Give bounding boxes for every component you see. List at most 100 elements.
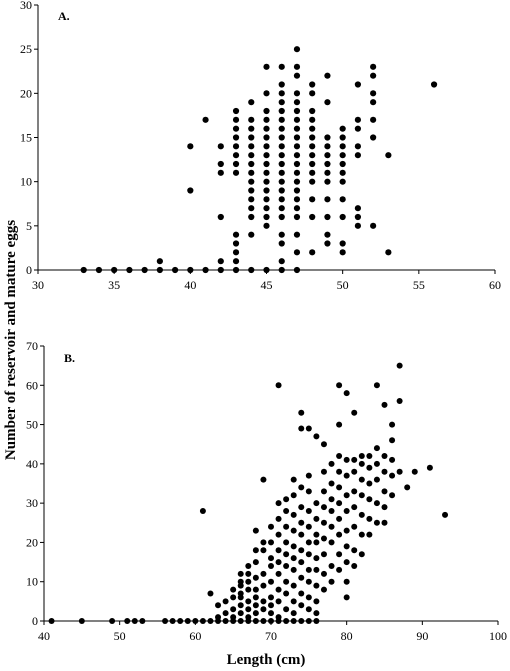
panel-a-x-tick-label: 35	[108, 278, 120, 292]
panel-b-data-point	[290, 527, 297, 534]
panel-b-data-point	[343, 492, 350, 499]
panel-b-data-point	[313, 531, 320, 538]
panel-b-data-point	[298, 574, 305, 581]
panel-a-data-point	[354, 143, 361, 150]
panel-a-data-point	[309, 213, 316, 221]
panel-b-data-point	[260, 570, 267, 577]
panel-a-data-point	[248, 143, 255, 150]
panel-a-data-point	[309, 160, 316, 168]
panel-b-data-point	[313, 539, 320, 546]
panel-a-data-point	[354, 152, 361, 159]
panel-b-data-point	[351, 409, 358, 416]
panel-b-data-point	[298, 531, 305, 538]
panel-b-data-point	[305, 425, 312, 432]
panel-b-data-point	[237, 610, 244, 617]
panel-b-data-point	[343, 578, 350, 585]
panel-b-data-point	[328, 460, 335, 467]
panel-b-data-point	[260, 618, 267, 624]
panel-b-data-point	[358, 511, 365, 518]
panel-b-data-point	[275, 500, 282, 507]
panel-a-data-point	[263, 134, 270, 141]
panel-b-data-point	[313, 515, 320, 522]
panel-b-data-point	[328, 480, 335, 487]
panel-b-data-point	[290, 543, 297, 550]
panel-a-data-point	[339, 240, 346, 247]
panel-a-data-point	[293, 213, 301, 221]
panel-b-data-point	[351, 523, 358, 530]
panel-a-data-point	[309, 107, 316, 115]
panel-b-data-point	[230, 594, 237, 601]
panel-a-data-point	[248, 125, 255, 132]
panel-a-data-point	[370, 222, 377, 229]
panel-a-y-tick-label: 15	[20, 131, 32, 145]
panel-b-data-point	[275, 547, 282, 554]
panel-b-data-point	[268, 555, 274, 562]
panel-a-data-point	[278, 196, 285, 203]
panel-a-data-point	[278, 116, 285, 123]
panel-b-data-point	[298, 484, 305, 491]
panel-b-y-tick-label: 30	[26, 496, 38, 510]
panel-b-data-point	[320, 488, 327, 495]
panel-b-data-point	[336, 551, 343, 558]
panel-a-data-point	[293, 99, 301, 106]
panel-a-data-point	[187, 143, 194, 150]
panel-a-data-point	[278, 90, 285, 97]
panel-a-data-point	[248, 231, 255, 238]
panel-a-data-point	[187, 187, 194, 194]
panel-b-data-point	[283, 539, 290, 546]
panel-b-data-point	[305, 551, 312, 558]
panel-a-data-point	[232, 266, 240, 274]
panel-b-data-point	[48, 618, 55, 624]
panel-b-data-point	[396, 362, 403, 369]
panel-b-data-point	[298, 602, 305, 609]
panel-b-data-point	[313, 598, 320, 605]
panel-a-data-point	[156, 258, 163, 265]
panel-b-data-point	[192, 618, 199, 624]
panel-a-y-tick-label: 5	[26, 219, 32, 233]
panel-a-data-point	[248, 152, 255, 159]
panel-b-data-point	[373, 382, 380, 389]
panel-b-data-point	[328, 523, 335, 530]
panel-b-data-point	[252, 586, 259, 593]
panel-b-x-tick-label: 90	[416, 629, 428, 643]
panel-a-data-point	[232, 107, 240, 115]
panel-a-data-point	[354, 116, 361, 123]
panel-b-data-point	[328, 539, 335, 546]
panel-a-data-point	[263, 266, 270, 274]
panel-a-data-point	[339, 125, 346, 132]
panel-b-data-point	[328, 563, 335, 569]
panel-b-y-tick-label: 40	[26, 457, 38, 471]
panel-b-data-point	[298, 504, 305, 511]
panel-b-data-point	[78, 618, 85, 624]
panel-b-data-point	[343, 508, 350, 514]
panel-a-data-point	[354, 222, 361, 229]
panel-a-data-point	[293, 72, 301, 79]
panel-b-data-point	[245, 570, 252, 577]
panel-a-x-tick-label: 40	[184, 278, 196, 292]
panel-a-data-point	[278, 213, 285, 221]
panel-b-data-point	[245, 578, 252, 585]
panel-a-data-point	[278, 205, 285, 212]
panel-a-data-point	[248, 213, 255, 221]
panel-b-data-point	[373, 476, 380, 483]
panel-b-data-point	[373, 519, 380, 526]
panel-b-data-point	[260, 539, 267, 546]
panel-b-data-point	[290, 511, 297, 518]
panel-b-data-point	[215, 602, 222, 609]
panel-b-data-point	[396, 468, 403, 475]
panel-a-data-point	[309, 178, 316, 185]
panel-a-y-tick-label: 30	[20, 0, 32, 12]
panel-a-data-point	[309, 169, 316, 176]
panel-a-data-point	[324, 169, 331, 176]
panel-a-data-point	[217, 143, 224, 150]
panel-a-data-point	[309, 249, 316, 256]
panel-b-data-point	[290, 476, 297, 483]
panel-a-y-tick-label: 0	[26, 263, 32, 277]
panel-a-data-point	[232, 231, 240, 238]
panel-b-data-point	[389, 421, 396, 428]
panel-b-data-point	[358, 476, 365, 483]
panel-a-data-point	[309, 134, 316, 141]
panel-a-data-point	[324, 72, 331, 79]
panel-b-data-point	[343, 559, 350, 566]
panel-b-data-point	[320, 535, 327, 542]
